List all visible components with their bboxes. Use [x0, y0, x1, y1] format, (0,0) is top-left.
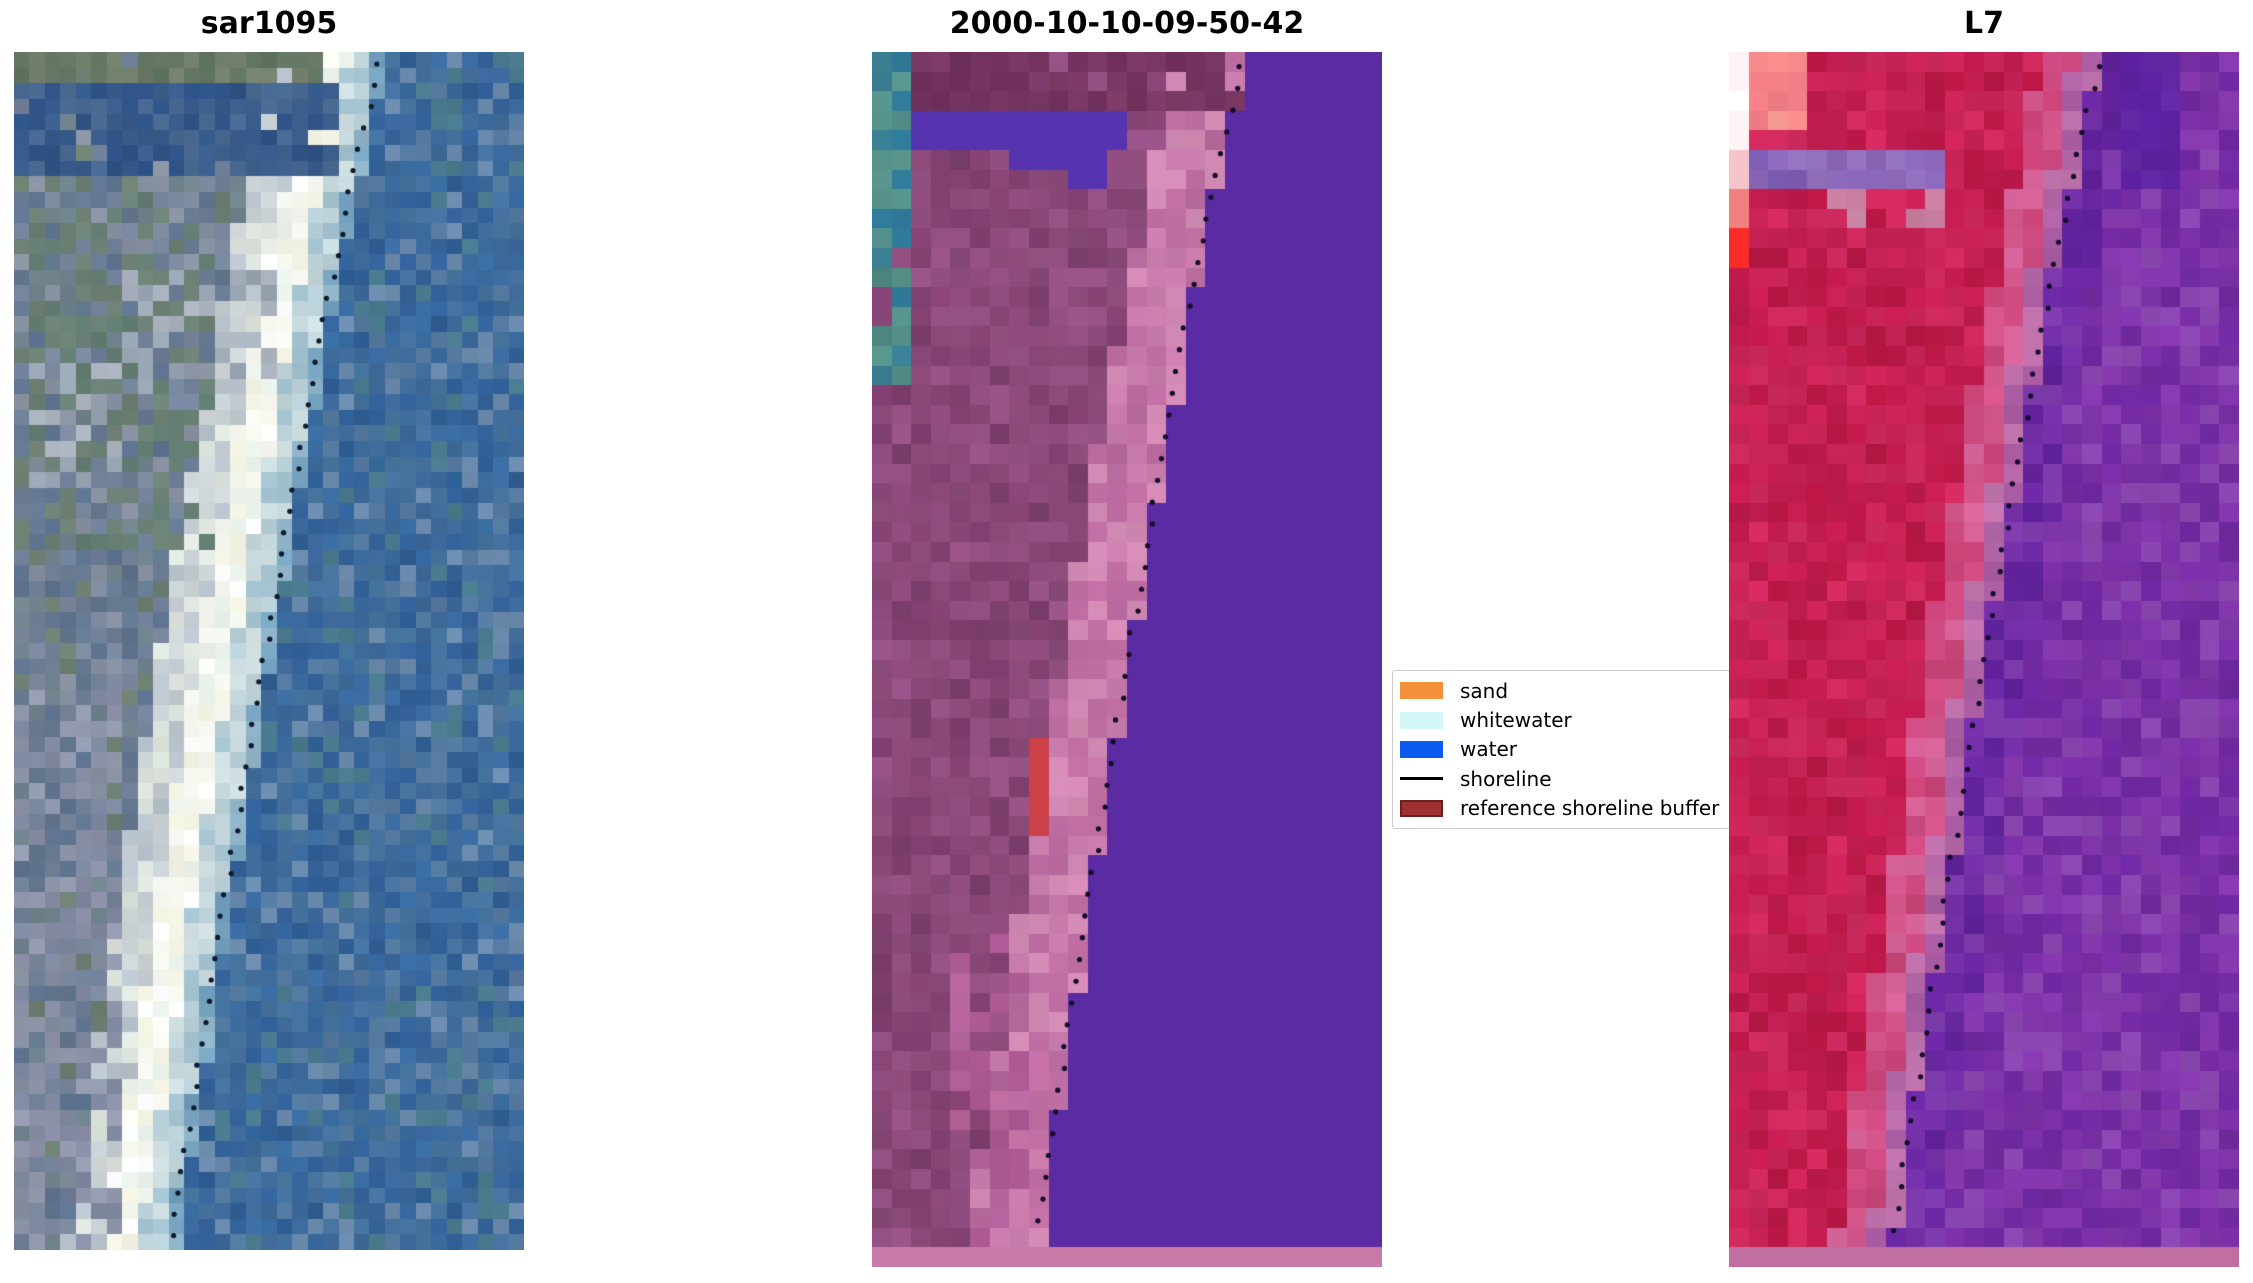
panel-title-classified: 2000-10-10-09-50-42 [949, 6, 1305, 41]
legend-line-swatch [1400, 777, 1443, 781]
panel-classified: 2000-10-10-09-50-42 [872, 6, 1382, 1267]
sar1095-satellite-image [14, 52, 524, 1250]
panel-title-l7: L7 [1964, 6, 2004, 41]
legend-label: reference shoreline buffer [1460, 796, 1720, 821]
panel-title-sar1095: sar1095 [200, 6, 338, 41]
legend-color-swatch [1400, 682, 1443, 700]
legend-item-shoreline: shoreline [1400, 768, 1729, 790]
l7-false-color-image [1729, 52, 2239, 1267]
legend-item-reference-shoreline-buffer: reference shoreline buffer [1400, 797, 1729, 819]
legend-label: whitewater [1460, 708, 1572, 733]
legend-item-water: water [1400, 738, 1729, 760]
legend-item-whitewater: whitewater [1400, 709, 1729, 731]
classified-satellite-image [872, 52, 1382, 1267]
legend-label: water [1460, 737, 1517, 762]
legend-label: sand [1460, 678, 1509, 703]
legend-item-sand: sand [1400, 680, 1729, 702]
legend-label: shoreline [1460, 766, 1552, 791]
panel-l7: L7 [1729, 6, 2239, 1267]
legend: sand whitewater water shoreline reference sh… [1392, 670, 1730, 829]
legend-color-swatch [1400, 799, 1443, 817]
panel-sar1095: sar1095 [14, 6, 524, 1250]
legend-color-swatch [1400, 711, 1443, 729]
legend-color-swatch [1400, 740, 1443, 758]
